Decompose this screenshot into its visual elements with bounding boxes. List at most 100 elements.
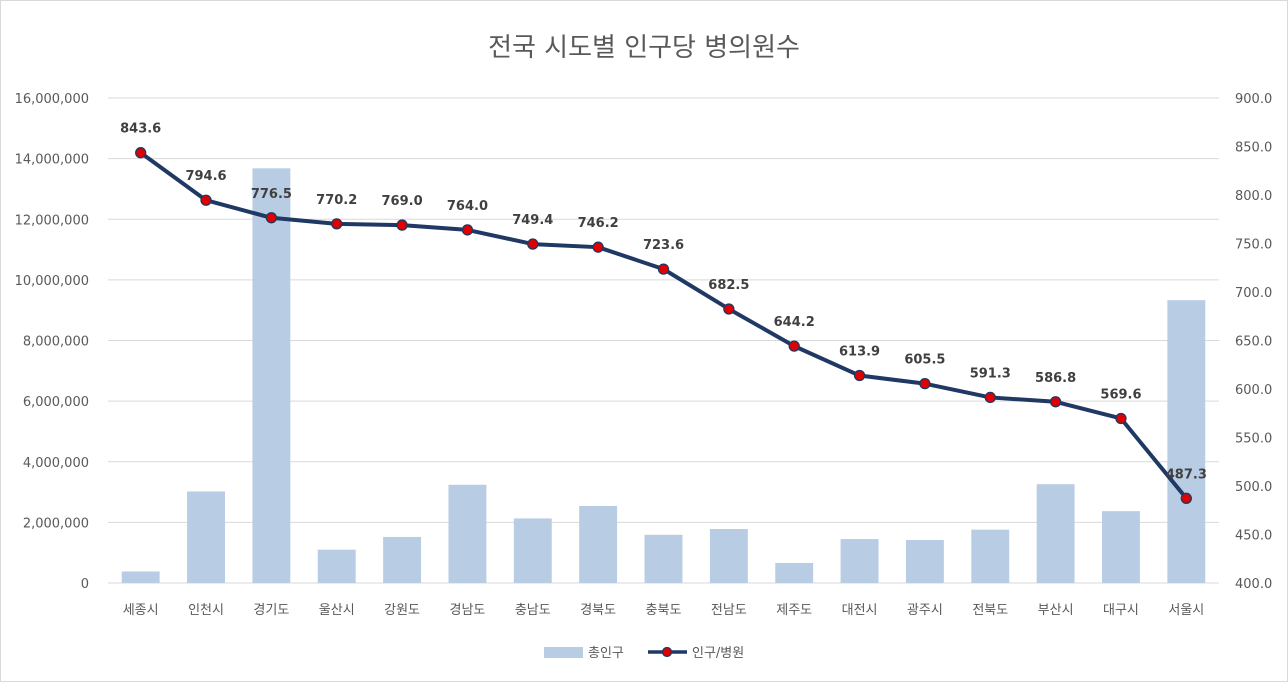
right-axis-tick-label: 450.0 (1235, 529, 1272, 544)
line-point (1115, 412, 1127, 425)
right-axis-tick-label: 600.0 (1235, 383, 1272, 398)
category-label: 부산시 (1038, 603, 1074, 618)
left-axis-tick-label: 10,000,000 (15, 274, 89, 289)
category-label: 대구시 (1103, 603, 1139, 618)
line-point (657, 263, 670, 275)
series-line (138, 150, 1189, 501)
bar (644, 534, 683, 583)
data-label: 605.5 (904, 353, 945, 368)
bar (775, 562, 814, 583)
category-label: 전남도 (711, 603, 747, 618)
category-label: 경북도 (580, 603, 616, 618)
line-point (331, 218, 343, 230)
category-label: 충북도 (646, 603, 682, 618)
line-point (788, 340, 800, 352)
line-point (1049, 396, 1062, 408)
category-label: 광주시 (907, 603, 943, 618)
left-axis-tick-label: 2,000,000 (23, 516, 89, 531)
right-axis-tick-label: 800.0 (1235, 189, 1272, 204)
right-axis-tick-label: 400.0 (1235, 577, 1272, 592)
category-label: 전북도 (972, 603, 1008, 618)
line-point (853, 369, 866, 382)
right-axis-tick-label: 700.0 (1235, 286, 1272, 301)
data-label: 591.3 (970, 366, 1011, 381)
left-axis-tick-label: 6,000,000 (23, 395, 89, 410)
category-label: 강원도 (384, 603, 420, 618)
bar (187, 491, 225, 583)
category-label: 충남도 (515, 603, 551, 618)
category-label: 서울시 (1168, 603, 1204, 618)
data-label: 746.2 (578, 216, 619, 231)
line-point (461, 224, 474, 236)
left-axis-tick-label: 12,000,000 (15, 213, 89, 228)
category-axis: 세종시 인천시 경기도 울산시 강원도 경남도 충남도 경북도 충북도 전남도 제주도 대전시 광주시 전… (123, 603, 1205, 618)
legend-marker (661, 646, 673, 658)
right-axis-tick-label: 900.0 (1235, 92, 1272, 107)
left-axis: 0 2,000,000 4,000,000 6,000,000 8,000,000 10,… (15, 92, 89, 592)
bar (252, 168, 291, 583)
bar (1036, 484, 1075, 583)
bar (448, 484, 487, 583)
left-axis-tick-label: 0 (81, 577, 89, 592)
left-axis-tick-label: 14,000,000 (15, 153, 89, 168)
data-label: 487.3 (1166, 467, 1207, 482)
data-label: 569.6 (1100, 387, 1141, 402)
chart-title: 전국 시도별 인구당 병의원수 (488, 33, 800, 63)
line-point (984, 391, 996, 404)
category-label: 울산시 (319, 603, 355, 618)
line-point (265, 212, 278, 224)
right-axis-tick-label: 750.0 (1235, 238, 1272, 253)
category-label: 세종시 (123, 603, 159, 618)
right-axis-tick-label: 550.0 (1235, 432, 1272, 447)
bar (317, 549, 356, 583)
category-label: 대전시 (842, 603, 878, 618)
data-label: 749.4 (512, 213, 553, 228)
bar (579, 506, 618, 583)
data-label: 776.5 (251, 187, 292, 202)
bar (513, 518, 552, 583)
data-label: 843.6 (120, 122, 161, 137)
data-label: 764.0 (447, 199, 488, 214)
right-axis-tick-label: 500.0 (1235, 480, 1272, 495)
data-label: 770.2 (316, 193, 357, 208)
bar (709, 529, 748, 583)
legend-label-line: 인구/병원 (692, 646, 744, 661)
left-axis-tick-label: 8,000,000 (23, 335, 89, 350)
bar (1102, 511, 1140, 583)
bar (840, 539, 879, 583)
right-axis: 400.0 450.0 500.0 550.0 600.0 650.0 700.0 750.0… (1235, 92, 1272, 592)
line-point (396, 219, 408, 231)
left-axis-tick-label: 16,000,000 (15, 92, 89, 107)
data-label: 682.5 (708, 278, 749, 293)
legend-swatch-bar (544, 647, 583, 658)
data-label: 644.2 (774, 315, 815, 330)
bar (383, 536, 422, 583)
legend-label-bar: 총인구 (588, 646, 624, 661)
right-axis-tick-label: 650.0 (1235, 335, 1272, 350)
data-label: 613.9 (839, 345, 880, 360)
category-label: 경남도 (449, 603, 485, 618)
data-label: 723.6 (643, 238, 684, 253)
right-axis-tick-label: 850.0 (1235, 141, 1272, 156)
left-axis-tick-label: 4,000,000 (23, 456, 89, 471)
line-point (135, 147, 147, 159)
bar (121, 571, 160, 583)
line-point (592, 241, 604, 253)
category-label: 인천시 (188, 603, 224, 618)
data-label: 794.6 (185, 169, 226, 184)
bar (971, 529, 1010, 583)
category-label: 제주도 (776, 603, 812, 618)
data-label: 769.0 (382, 194, 423, 209)
category-label: 경기도 (253, 603, 289, 618)
legend: 총인구 인구/병원 (544, 646, 744, 661)
bar (905, 539, 944, 583)
line-point (527, 238, 539, 250)
bar (1167, 300, 1206, 583)
line-point (723, 303, 735, 315)
line-point (200, 194, 212, 206)
line-point (1180, 492, 1192, 504)
data-label: 586.8 (1035, 371, 1076, 386)
line-point (919, 378, 931, 390)
